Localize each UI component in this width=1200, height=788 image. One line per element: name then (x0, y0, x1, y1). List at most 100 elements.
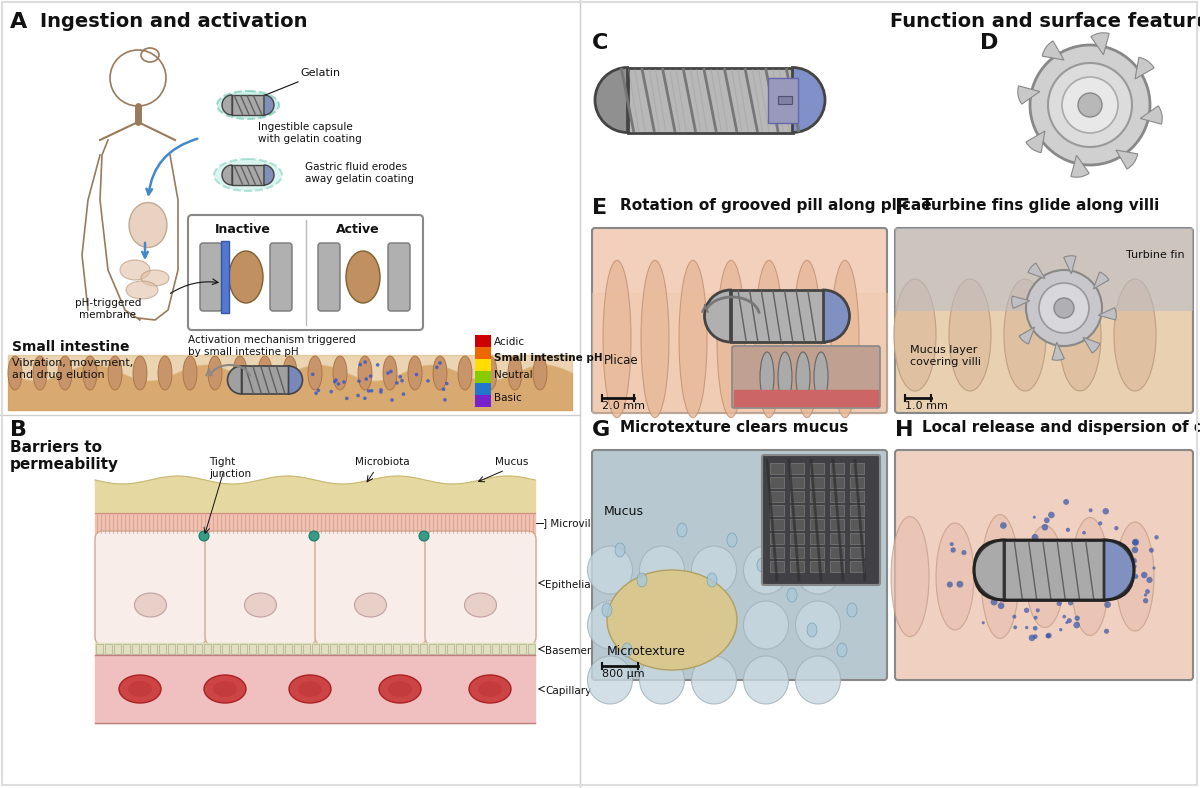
Text: Microtexture: Microtexture (607, 645, 686, 658)
Circle shape (329, 390, 332, 393)
Bar (384, 644, 391, 654)
Circle shape (1030, 45, 1150, 165)
Circle shape (1080, 595, 1085, 600)
Ellipse shape (134, 593, 167, 617)
Ellipse shape (894, 279, 936, 391)
Text: Neutral: Neutral (494, 370, 533, 380)
Bar (768, 77, 798, 122)
Bar (475, 359, 491, 371)
Circle shape (956, 581, 964, 588)
Text: Small intestine pH: Small intestine pH (494, 353, 602, 363)
Bar (830, 533, 844, 544)
Bar (214, 644, 220, 654)
Bar (850, 463, 864, 474)
Bar (482, 644, 490, 654)
Circle shape (364, 360, 367, 364)
Circle shape (1032, 534, 1038, 541)
Ellipse shape (755, 260, 784, 418)
Ellipse shape (602, 603, 612, 617)
Bar (731, 290, 823, 342)
Wedge shape (1043, 41, 1064, 60)
Bar (266, 644, 274, 654)
Bar (1004, 540, 1104, 600)
Bar (830, 561, 844, 572)
Text: Tight
junction: Tight junction (209, 457, 251, 478)
Text: Mucus: Mucus (496, 457, 528, 467)
Wedge shape (222, 95, 232, 115)
Circle shape (445, 381, 449, 385)
Ellipse shape (298, 681, 322, 697)
Circle shape (311, 373, 314, 376)
Circle shape (395, 381, 398, 385)
Wedge shape (1018, 86, 1039, 104)
Ellipse shape (208, 356, 222, 390)
Ellipse shape (217, 91, 278, 119)
Ellipse shape (890, 516, 929, 637)
Ellipse shape (354, 593, 386, 617)
Ellipse shape (108, 356, 122, 390)
Ellipse shape (793, 260, 821, 418)
Circle shape (997, 602, 1004, 609)
Bar (221, 241, 229, 313)
Ellipse shape (679, 260, 707, 418)
Circle shape (358, 379, 361, 383)
Bar (340, 644, 346, 654)
Text: 2.0 mm: 2.0 mm (602, 401, 646, 411)
Bar (178, 644, 184, 654)
Circle shape (991, 545, 995, 548)
Circle shape (390, 398, 394, 402)
Ellipse shape (588, 656, 632, 704)
Circle shape (336, 382, 340, 386)
Bar (186, 644, 193, 654)
Wedge shape (792, 68, 826, 132)
Circle shape (1054, 298, 1074, 318)
Ellipse shape (142, 270, 169, 286)
Wedge shape (1012, 296, 1030, 308)
Ellipse shape (718, 260, 745, 418)
Ellipse shape (458, 356, 472, 390)
Circle shape (438, 361, 442, 365)
Bar (250, 644, 256, 654)
Circle shape (436, 366, 439, 369)
Ellipse shape (744, 601, 788, 649)
Bar (322, 644, 328, 654)
Ellipse shape (283, 356, 298, 390)
Bar (194, 644, 202, 654)
Ellipse shape (334, 356, 347, 390)
Circle shape (1042, 524, 1048, 530)
FancyBboxPatch shape (592, 228, 887, 413)
Circle shape (367, 389, 371, 392)
Ellipse shape (640, 656, 684, 704)
FancyBboxPatch shape (895, 450, 1193, 680)
Ellipse shape (604, 260, 631, 418)
Ellipse shape (949, 279, 991, 391)
Ellipse shape (233, 356, 247, 390)
Circle shape (398, 375, 402, 378)
Bar (96, 644, 103, 654)
Bar (850, 491, 864, 502)
Bar (456, 644, 463, 654)
Wedge shape (823, 290, 850, 342)
Bar (446, 644, 454, 654)
Circle shape (359, 362, 362, 366)
Bar (232, 165, 264, 185)
Text: A: A (10, 12, 28, 32)
Ellipse shape (379, 675, 421, 703)
Bar (124, 644, 130, 654)
Wedge shape (1135, 58, 1154, 79)
Circle shape (1010, 547, 1014, 551)
FancyBboxPatch shape (895, 228, 1193, 413)
Wedge shape (1093, 272, 1109, 289)
Bar (394, 644, 400, 654)
Circle shape (1078, 93, 1102, 117)
Bar (790, 463, 804, 474)
Bar (810, 547, 824, 558)
Bar (475, 395, 491, 407)
Circle shape (1033, 615, 1038, 619)
Wedge shape (1098, 307, 1116, 320)
Ellipse shape (469, 675, 511, 703)
Bar (410, 644, 418, 654)
Circle shape (1146, 577, 1152, 583)
Text: H: H (895, 420, 913, 440)
Bar (790, 505, 804, 516)
